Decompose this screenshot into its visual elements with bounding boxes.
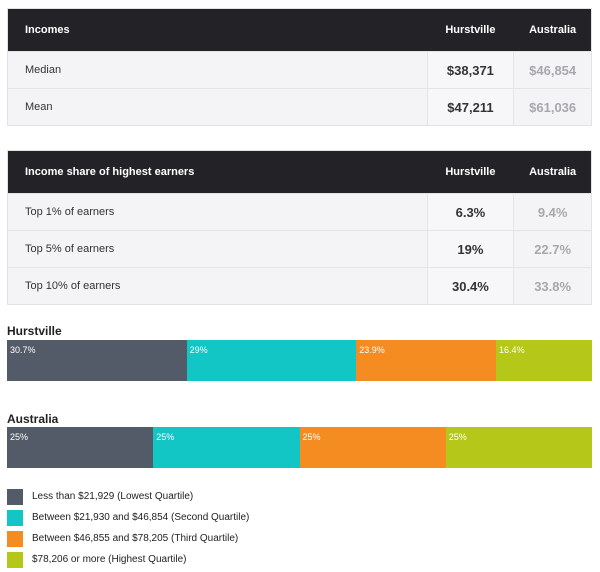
legend-swatch (7, 530, 23, 547)
incomes-header-australia: Australia (529, 24, 577, 36)
table-row: Top 5% of earners 19% 22.7% (8, 230, 591, 267)
incomes-header-label: Incomes (25, 24, 70, 36)
hurstville-value: $47,211 (426, 89, 515, 125)
segment-label: 29% (189, 345, 208, 355)
bar-segment-q2: 25% (153, 427, 300, 468)
incomes-table-header: Incomes Hurstville Australia (8, 9, 591, 51)
bar-segment-q3: 25% (299, 427, 446, 468)
share-header-australia: Australia (529, 166, 577, 178)
income-share-table: Income share of highest earners Hurstvil… (7, 150, 592, 305)
hurstville-value: 30.4% (426, 268, 515, 304)
bar-segment-q1: 30.7% (7, 340, 187, 381)
segment-label: 25% (448, 432, 467, 442)
hurstville-value: 19% (426, 231, 515, 267)
australia-value: 9.4% (537, 204, 568, 220)
bar-segment-q4: 25% (445, 427, 592, 468)
row-label: Top 10% of earners (25, 280, 121, 292)
legend-item: Less than $21,929 (Lowest Quartile) (7, 486, 249, 507)
table-row: Top 1% of earners 6.3% 9.4% (8, 193, 591, 230)
chart-title-hurstville: Hurstville (7, 324, 62, 338)
hurstville-value: $38,371 (426, 52, 515, 88)
bar-segment-q4: 16.4% (496, 340, 592, 381)
legend-item: $78,206 or more (Highest Quartile) (7, 549, 249, 570)
legend-swatch (7, 509, 23, 526)
bar-segment-q3: 23.9% (356, 340, 497, 381)
hurstville-value: 6.3% (426, 194, 515, 230)
australia-value: $61,036 (529, 99, 577, 115)
australia-value: 22.7% (534, 241, 572, 257)
table-row: Median $38,371 $46,854 (8, 51, 591, 88)
stacked-bar-australia: 25% 25% 25% 25% (7, 427, 592, 468)
incomes-header-hurstville: Hurstville (445, 24, 496, 36)
legend-swatch (7, 488, 23, 505)
legend-label: Between $46,855 and $78,205 (Third Quart… (32, 533, 239, 544)
share-header-label: Income share of highest earners (25, 166, 195, 178)
segment-label: 25% (10, 432, 29, 442)
row-label: Top 5% of earners (25, 243, 115, 255)
segment-label: 23.9% (359, 345, 385, 355)
row-label: Top 1% of earners (25, 206, 115, 218)
australia-value: $46,854 (529, 62, 577, 78)
stacked-bar-hurstville: 30.7% 29% 23.9% 16.4% (7, 340, 592, 381)
segment-label: 25% (302, 432, 321, 442)
row-label: Median (25, 64, 62, 76)
segment-label: 30.7% (10, 345, 36, 355)
bar-segment-q1: 25% (7, 427, 154, 468)
table-row: Top 10% of earners 30.4% 33.8% (8, 267, 591, 304)
share-header-hurstville: Hurstville (445, 166, 496, 178)
chart-legend: Less than $21,929 (Lowest Quartile) Betwe… (7, 486, 249, 570)
legend-label: Less than $21,929 (Lowest Quartile) (32, 491, 194, 502)
table-row: Mean $47,211 $61,036 (8, 88, 591, 125)
row-label: Mean (25, 101, 53, 113)
incomes-table: Incomes Hurstville Australia Median $38,… (7, 8, 592, 126)
legend-item: Between $46,855 and $78,205 (Third Quart… (7, 528, 249, 549)
chart-title-australia: Australia (7, 412, 59, 426)
legend-item: Between $21,930 and $46,854 (Second Quar… (7, 507, 249, 528)
segment-label: 16.4% (499, 345, 525, 355)
australia-value: 33.8% (534, 278, 572, 294)
legend-label: $78,206 or more (Highest Quartile) (32, 554, 187, 565)
legend-swatch (7, 551, 23, 568)
bar-segment-q2: 29% (186, 340, 357, 381)
share-table-header: Income share of highest earners Hurstvil… (8, 151, 591, 193)
segment-label: 25% (156, 432, 175, 442)
legend-label: Between $21,930 and $46,854 (Second Quar… (32, 512, 250, 523)
